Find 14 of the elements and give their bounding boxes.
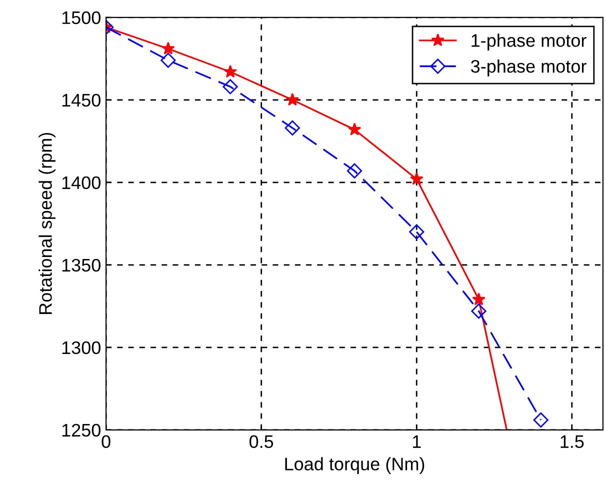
x-tick-label: 1	[412, 435, 421, 448]
x-tick-label: 0	[102, 435, 110, 448]
legend-label: 1-phase motor	[472, 34, 586, 50]
legend-label: 3-phase motor	[471, 60, 586, 76]
y-tick-label: 1250	[62, 424, 100, 437]
x-tick-label: 0.5	[249, 435, 274, 448]
x-axis-title: Load torque (Nm)	[285, 457, 424, 474]
y-tick-label: 1450	[62, 94, 100, 107]
y-tick-label: 1350	[62, 258, 100, 272]
y-tick-label: 1500	[62, 11, 100, 24]
x-tick-label: 1.5	[560, 435, 584, 448]
y-axis-title: Rotational speed (rpm)	[38, 132, 56, 314]
y-tick-label: 1300	[62, 341, 100, 354]
y-tick-label: 1400	[62, 176, 100, 190]
